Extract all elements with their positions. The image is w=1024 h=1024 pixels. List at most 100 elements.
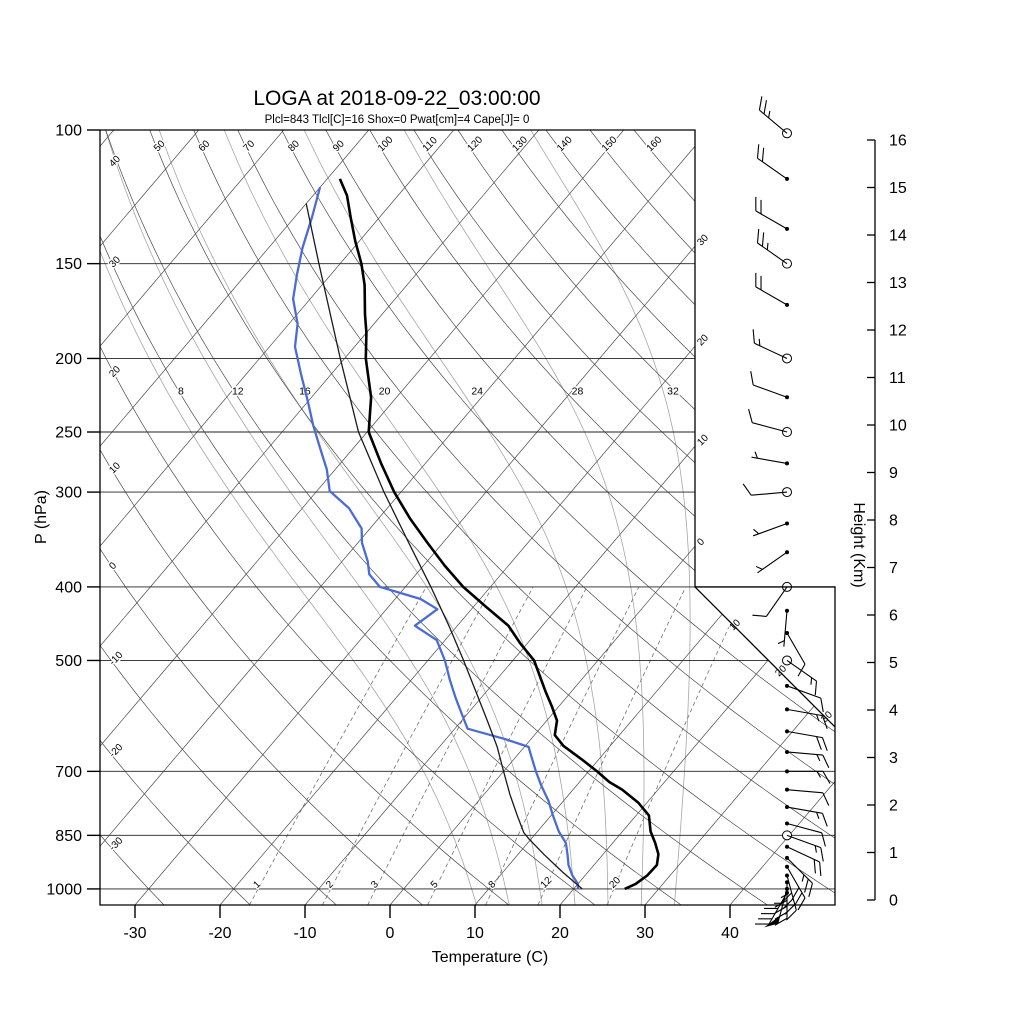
isotherm-line [559,130,835,905]
dry-adiabat-line [105,130,768,905]
svg-text:500: 500 [55,653,82,670]
moist-adiabat-line [105,130,510,905]
dry-adiabat-line [193,130,835,905]
isotherm-line [729,130,835,905]
mixing-ratio-line [322,586,493,905]
moist-adiabat-line [158,130,543,905]
wind-barb [786,751,830,769]
dry-adiabat-line [100,130,423,905]
svg-text:12: 12 [889,323,907,340]
isotherm-line [644,130,835,905]
svg-text:13: 13 [889,275,907,292]
svg-text:12: 12 [232,385,244,397]
svg-text:8: 8 [889,513,898,530]
wind-barb [786,660,818,696]
dry-adiabat-line [545,130,835,905]
wind-barb [777,610,788,647]
svg-text:20: 20 [695,332,711,348]
dewpoint-curve [291,187,580,889]
wind-barb [786,685,824,713]
dry-adiabat-line [149,130,835,905]
svg-text:100: 100 [376,134,396,154]
wind-barb [787,770,831,784]
wind-barb [786,632,806,677]
moist-adiabat-line [100,130,477,905]
isotherm-line [100,130,540,905]
mixing-ratio-line [367,586,534,905]
temperature-curve [338,178,660,891]
svg-text:250: 250 [55,425,82,442]
chart-subtitle: Plcl=843 Tlcl[C]=16 Shox=0 Pwat[cm]=4 Ca… [265,114,530,126]
wind-barb [786,789,830,806]
mixing-ratio-line [537,586,687,905]
svg-text:0: 0 [386,925,395,942]
wind-barb [786,846,822,876]
wind-barb-column [742,96,831,928]
dry-adiabat-line [325,130,835,905]
wind-barb [786,834,824,862]
svg-text:0: 0 [889,893,898,910]
svg-text:400: 400 [55,579,82,596]
svg-text:6: 6 [889,608,898,625]
svg-text:32: 32 [667,385,679,397]
moist-adiabat-line [403,130,645,905]
height-axis-title: Height (Km) [850,502,867,587]
mixing-ratio-line [606,586,748,905]
mixing-ratio-line [485,586,640,905]
dry-adiabat-line [100,130,165,905]
svg-text:2: 2 [889,798,898,815]
wind-barb [786,730,828,751]
svg-text:160: 160 [645,134,665,154]
svg-text:60: 60 [197,138,213,154]
svg-text:700: 700 [55,764,82,781]
svg-text:40: 40 [107,154,123,170]
dry-adiabat-line [100,130,337,905]
mixing-ratio-line [249,586,427,905]
dry-adiabat-line [100,130,596,905]
moist-adiabat-line [530,130,691,905]
svg-text:70: 70 [242,138,258,154]
dry-adiabat-line [100,130,510,905]
dry-adiabat-line [100,130,682,905]
svg-text:1: 1 [889,845,898,862]
wind-barb [752,329,788,359]
wind-barb [748,409,788,433]
chart-title: LOGA at 2018-09-22_03:00:00 [253,87,540,110]
svg-text:9: 9 [889,465,898,482]
dry-adiabat-line [413,130,835,905]
svg-text:0: 0 [695,536,707,548]
pressure-axis-title: P (hPa) [33,490,50,544]
svg-text:90: 90 [331,138,347,154]
wind-barb [755,551,788,574]
svg-text:11: 11 [889,370,906,387]
dry-adiabat-line [501,130,835,905]
wind-barb [755,196,788,230]
isotherm-line [389,130,835,905]
svg-text:10: 10 [889,418,907,435]
moist-adiabat-line [303,130,609,905]
wind-barb [742,483,788,496]
svg-text:10: 10 [107,460,123,476]
wind-barb [751,451,788,464]
svg-text:7: 7 [889,560,898,577]
svg-text:300: 300 [55,485,82,502]
svg-text:40: 40 [721,925,739,942]
dry-adiabat-line [100,130,251,905]
svg-text:100: 100 [55,123,82,140]
svg-text:20: 20 [379,385,391,397]
svg-text:80: 80 [286,138,302,154]
svg-text:20: 20 [607,875,623,891]
dry-adiabat-line [281,130,835,905]
svg-text:30: 30 [636,925,654,942]
svg-text:20: 20 [107,364,123,380]
isotherm-line [219,130,835,905]
isotherm-line [100,130,115,905]
wind-barb [786,708,828,729]
temperature-axis-title: Temperature (C) [432,949,548,966]
wind-barb [756,144,788,180]
plot-border [99,129,836,906]
wind-barb [750,371,788,398]
svg-text:5: 5 [889,655,898,672]
